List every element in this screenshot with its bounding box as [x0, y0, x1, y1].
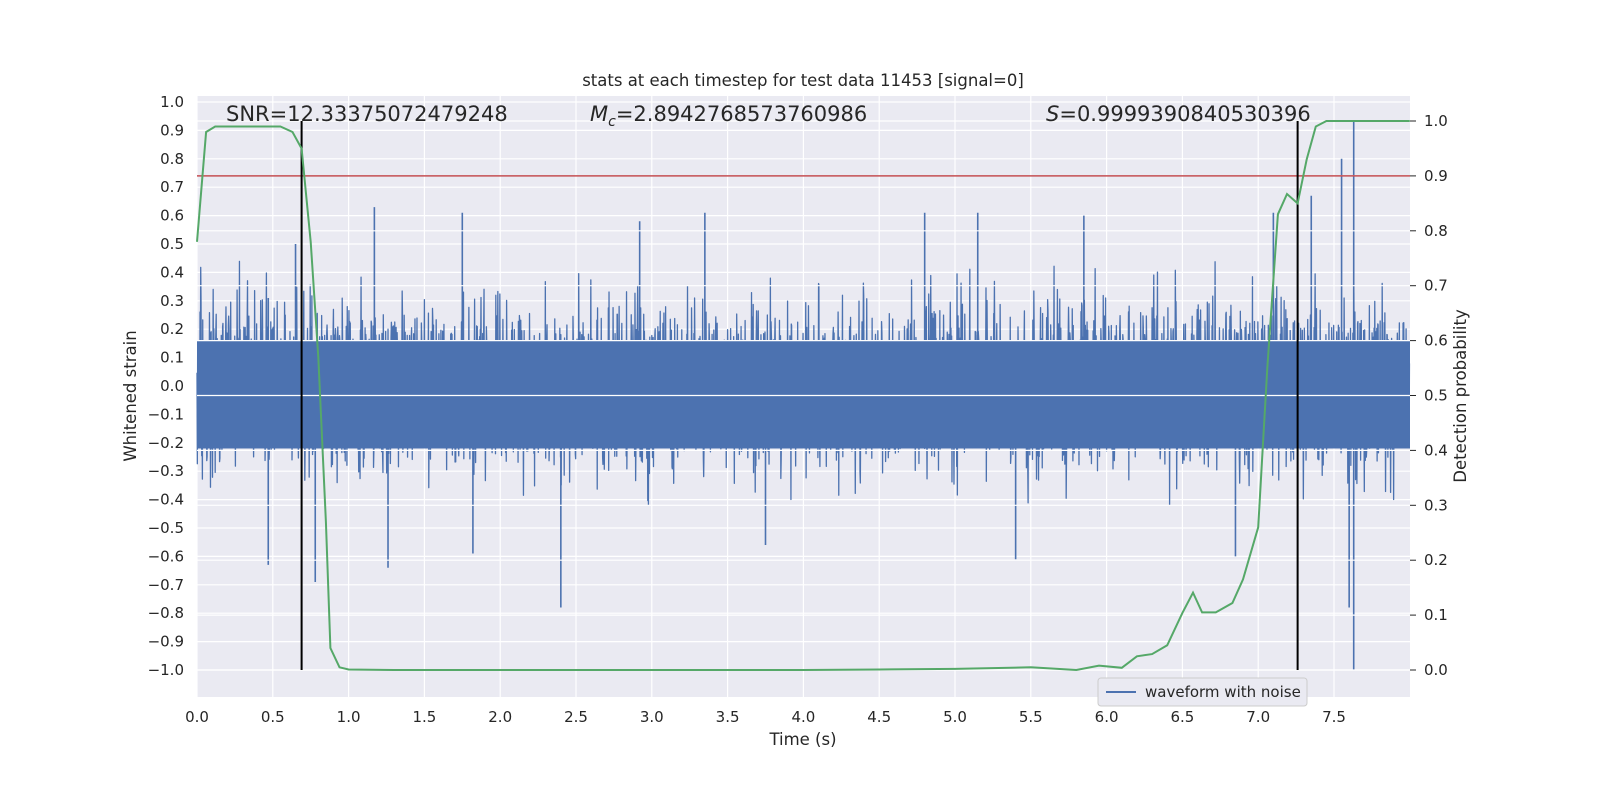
score-symbol: S: [1046, 102, 1059, 126]
y2-tick-label: 0.4: [1424, 441, 1448, 459]
y2-tick-label: 0.1: [1424, 606, 1448, 624]
chirp-mass-subscript: c: [608, 114, 616, 130]
score-value: =0.9999390840530396: [1059, 102, 1310, 126]
x-tick-label: 5.0: [943, 708, 967, 726]
x-tick-label: 1.0: [337, 708, 361, 726]
y-tick-label: −0.6: [148, 547, 184, 565]
y-tick-label: −0.2: [148, 434, 184, 452]
y-tick-label: −1.0: [148, 661, 184, 679]
y2-tick-label: 0.8: [1424, 222, 1448, 240]
x-tick-label: 5.5: [1019, 708, 1043, 726]
x-tick-label: 0.5: [261, 708, 285, 726]
score-annotation: S=0.9999390840530396: [1046, 102, 1311, 126]
y-tick-label: −0.8: [148, 604, 184, 622]
y-tick-label: −0.9: [148, 633, 184, 651]
y-tick-label: 0.5: [160, 235, 184, 253]
waveform-core-band: [197, 340, 1410, 449]
y-axis-label: Whitened strain: [121, 330, 140, 461]
x-tick-label: 2.0: [488, 708, 512, 726]
y-tick-label: 0.0: [160, 377, 184, 395]
legend-box: [1097, 677, 1308, 707]
x-tick-label: 1.5: [412, 708, 436, 726]
y-tick-label: 0.1: [160, 349, 184, 367]
chirp-mass-annotation: Mc=2.8942768573760986: [590, 102, 867, 130]
y2-tick-label: 0.2: [1424, 551, 1448, 569]
y-tick-label: −0.3: [148, 462, 184, 480]
x-tick-label: 6.0: [1095, 708, 1119, 726]
y2-tick-label: 0.5: [1424, 387, 1448, 405]
chirp-mass-symbol: M: [590, 102, 608, 126]
y-tick-label: 0.2: [160, 320, 184, 338]
y2-axis-label: Detection probability: [1451, 309, 1470, 483]
x-tick-label: 4.0: [791, 708, 815, 726]
x-tick-label: 2.5: [564, 708, 588, 726]
y-tick-label: 1.0: [160, 93, 184, 111]
y2-tick-label: 0.0: [1424, 661, 1448, 679]
y2-tick-label: 0.3: [1424, 496, 1448, 514]
probability-series: [196, 120, 1410, 672]
y2-tick-label: 0.7: [1424, 277, 1448, 295]
x-tick-label: 6.5: [1170, 708, 1194, 726]
y-tick-label: 0.7: [160, 178, 184, 196]
legend-label-waveform: waveform with noise: [1145, 683, 1301, 701]
x-tick-label: 0.0: [185, 708, 209, 726]
x-axis-label: Time (s): [768, 730, 836, 749]
chart-title: stats at each timestep for test data 114…: [582, 71, 1024, 90]
tick-labels: 0.0 0.5 1.0 1.5 2.0 2.5 3.0 3.5 4.0 4.5 5.0 5.5 6.0 6…: [148, 93, 1448, 726]
y-tick-label: −0.4: [148, 491, 184, 509]
legend: waveform with noise: [1097, 677, 1308, 707]
y-tick-label: 0.9: [160, 121, 184, 139]
x-tick-label: 4.5: [867, 708, 891, 726]
y-tick-label: −0.7: [148, 576, 184, 594]
x-tick-label: 3.5: [716, 708, 740, 726]
probability-line: [196, 120, 1410, 672]
y2-tick-label: 0.9: [1424, 167, 1448, 185]
x-tick-label: 7.0: [1246, 708, 1270, 726]
y-tick-label: −0.1: [148, 405, 184, 423]
x-tick-label: 3.0: [640, 708, 664, 726]
y-tick-label: 0.6: [160, 207, 184, 225]
y2-tick-label: 1.0: [1424, 112, 1448, 130]
y-tick-label: 0.8: [160, 150, 184, 168]
y2-tick-label: 0.6: [1424, 332, 1448, 350]
y-tick-label: 0.4: [160, 263, 184, 281]
waveform-series: [196, 121, 1411, 670]
x-tick-label: 7.5: [1322, 708, 1346, 726]
y-tick-label: 0.3: [160, 292, 184, 310]
y-tick-label: −0.5: [148, 519, 184, 537]
marker-lines: [197, 121, 1410, 670]
snr-annotation: SNR=12.33375072479248: [226, 102, 508, 126]
chirp-mass-value: =2.8942768573760986: [616, 102, 867, 126]
